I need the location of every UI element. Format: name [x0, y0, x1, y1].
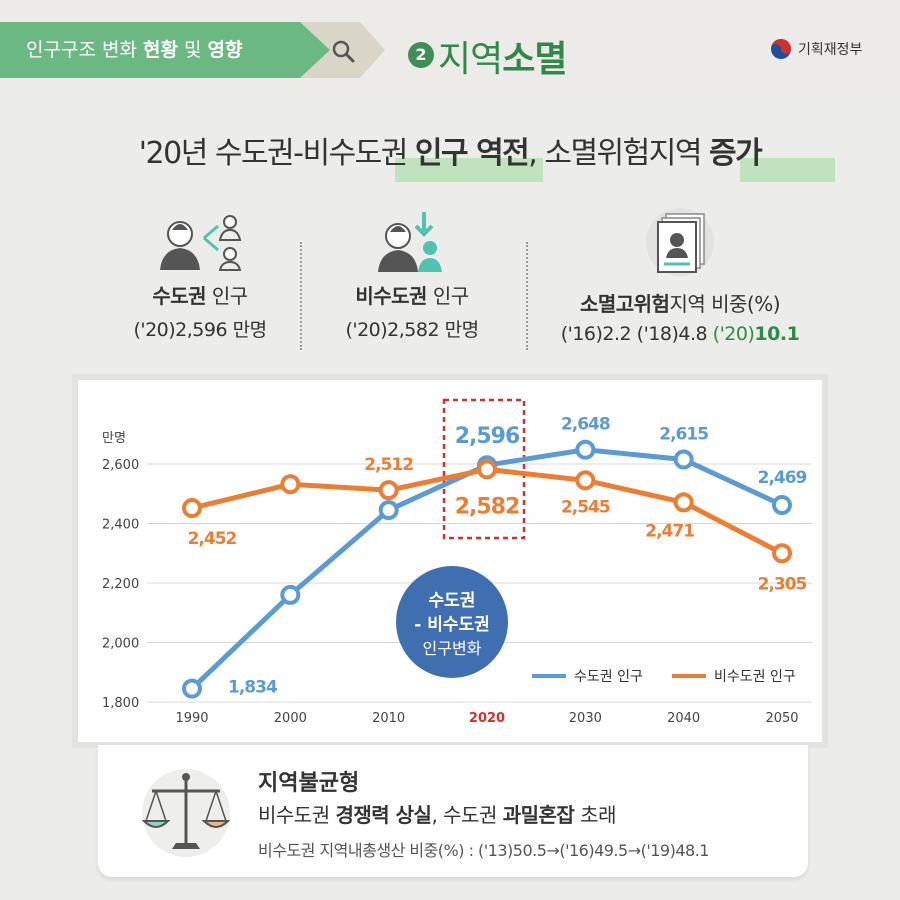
headline-part1: '20년 수도권-비수도권 [138, 136, 415, 171]
headline-highlight [395, 158, 543, 182]
category-tab[interactable]: 인구구조 변화 현황 및 영향 [0, 22, 330, 78]
scale-icon [141, 769, 231, 857]
stat-value: ('20)2,596 만명 [133, 319, 267, 341]
headline-bold2: 증가 [709, 136, 763, 171]
section-title-plain: 지역 [438, 39, 503, 80]
chart-title-line2: - 비수도권 [414, 615, 490, 635]
legend-label: 수도권 인구 [574, 669, 643, 685]
tab-label-bold2: 영향 [207, 39, 243, 61]
stat-noncapital-population: 비수도권 인구 ('20)2,582 만명 [322, 208, 502, 342]
data-point [673, 492, 694, 513]
data-point [772, 495, 792, 516]
population-line-chart: 1,800 2,000 2,200 2,400 2,600 만명 1990 2000 201… [102, 398, 812, 726]
tab-label-mid: 및 [177, 39, 208, 61]
stat-label: 소멸고위험지역 비중(%) [579, 292, 781, 316]
people-compare-icon [160, 215, 242, 271]
search-icon[interactable] [330, 38, 356, 64]
grdp-share: 비수도권 지역내총생산 비중(%) : ('13)50.5→('16)49.5→… [258, 841, 709, 860]
data-point [772, 543, 792, 564]
regional-imbalance-box: 지역불균형 비수도권 경쟁력 상실, 수도권 과밀혼잡 초래 비수도권 지역내총… [98, 745, 808, 877]
tab-label-plain: 인구구조 변화 [26, 39, 143, 61]
legend-label: 비수도권 인구 [714, 669, 796, 685]
y-tick-label: 2,000 [102, 637, 139, 652]
data-point [477, 459, 497, 480]
x-tick-label: 2000 [274, 711, 307, 726]
chart-card: 1,800 2,000 2,200 2,400 2,600 만명 1990 2000 201… [72, 374, 828, 748]
data-point [575, 470, 596, 491]
data-label: 2,305 [758, 574, 807, 594]
data-label: 2,469 [758, 468, 807, 488]
data-label: 2,471 [645, 521, 694, 541]
data-label: 2,596 [455, 424, 520, 449]
id-cards-icon [646, 208, 714, 276]
x-tick-label: 2030 [569, 711, 602, 726]
data-point [673, 449, 694, 470]
data-label: 1,834 [228, 678, 278, 698]
people-move-icon [378, 212, 442, 272]
x-tick-label: 1990 [175, 711, 208, 726]
headline-highlight [740, 158, 835, 182]
chart-title-line3: 인구변화 [423, 639, 482, 658]
data-label: 2,545 [561, 497, 610, 517]
data-point [378, 500, 399, 521]
x-tick-label: 2010 [372, 711, 405, 726]
data-point [280, 584, 301, 605]
x-tick-label: 2020 [469, 711, 505, 726]
data-label: 2,452 [188, 529, 237, 549]
data-point [575, 439, 596, 460]
headline-bold1: 인구 역전 [414, 136, 530, 171]
highlight-2020-box [442, 398, 526, 540]
section-title: 지역소멸 [438, 30, 568, 82]
headline-part2: , 소멸위험지역 [528, 136, 709, 171]
ministry-name: 기획재정부 [798, 42, 863, 58]
data-point [378, 480, 399, 501]
stat-label: 수도권 인구 [152, 284, 248, 308]
data-point [182, 498, 202, 519]
ministry-logo: 기획재정부 [770, 38, 862, 60]
chart-title-line1: 수도권 [429, 591, 476, 611]
data-label: 2,615 [659, 425, 708, 445]
y-tick-label: 2,200 [102, 577, 139, 592]
stat-label: 비수도권 인구 [355, 284, 469, 308]
tab-label-bold1: 현황 [142, 39, 178, 61]
data-label: 2,582 [455, 494, 520, 519]
y-tick-label: 2,600 [102, 458, 139, 473]
data-label: 2,648 [561, 415, 610, 435]
imbalance-title: 지역불균형 [258, 771, 360, 796]
stat-extinction-risk: 소멸고위험지역 비중(%) ('16)2.2 ('18)4.8 ('20)10.… [560, 208, 800, 345]
imbalance-desc: 비수도권 경쟁력 상실, 수도권 과밀혼잡 초래 [258, 803, 616, 827]
stat-capital-population: 수도권 인구 ('20)2,596 만명 [110, 208, 290, 342]
data-point [182, 678, 202, 699]
y-tick-label: 1,800 [102, 696, 139, 711]
headline: '20년 수도권-비수도권 인구 역전, 소멸위험지역 증가 [0, 128, 900, 172]
x-tick-label: 2040 [667, 711, 700, 726]
divider [526, 242, 528, 350]
y-tick-label: 2,400 [102, 518, 139, 533]
y-axis-label: 만명 [102, 431, 126, 446]
chart-title-bubble [396, 566, 508, 678]
stat-value: ('20)2,582 만명 [345, 319, 479, 341]
data-point [280, 474, 301, 495]
x-tick-label: 2050 [765, 711, 798, 726]
section-number: 2 [408, 42, 434, 68]
divider [300, 242, 302, 350]
data-label: 2,512 [364, 455, 413, 475]
stat-value: ('16)2.2 ('18)4.8 ('20)10.1 [560, 323, 800, 345]
section-title-bold: 소멸 [502, 39, 567, 80]
taegeuk-icon [771, 39, 791, 59]
